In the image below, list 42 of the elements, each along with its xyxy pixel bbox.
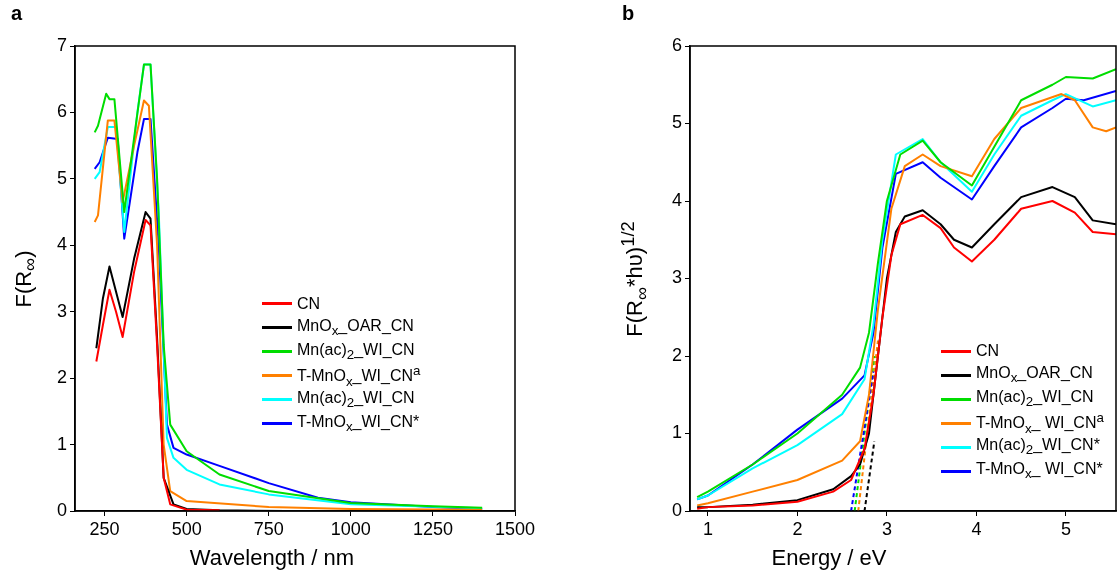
x-tick-label: 1500 xyxy=(494,518,536,539)
y-tick-label: 6 xyxy=(56,101,67,122)
legend-label: Mn(ac)$_{2}$_WI_CN xyxy=(976,388,1094,410)
legend-label: T-MnO$_{x}$_ WI_CN* xyxy=(976,460,1103,482)
x-tick-label: 3 xyxy=(881,518,892,539)
legend-label: T-MnO$_{x}$_WI_CN$^{a}$ xyxy=(297,362,421,389)
y-tick-label: 3 xyxy=(56,300,67,321)
chart-title: b xyxy=(622,2,635,25)
x-tick-label: 500 xyxy=(171,518,202,539)
legend-label: MnO$_{x}$_OAR_CN xyxy=(297,316,414,339)
y-tick-label: 2 xyxy=(56,367,67,388)
x-tick-label: 1250 xyxy=(412,518,453,539)
x-tick-label: 2 xyxy=(792,518,803,539)
y-tick-label: 4 xyxy=(56,234,67,255)
legend-label: CN xyxy=(976,342,1000,360)
x-axis-title: Energy / eV xyxy=(771,545,887,571)
y-tick-label: 0 xyxy=(56,499,67,520)
y-tick-label: 2 xyxy=(671,344,682,365)
y-tick-label: 4 xyxy=(671,189,682,210)
y-tick-label: 5 xyxy=(671,112,682,133)
y-tick-label: 5 xyxy=(56,167,67,188)
legend-label: CN xyxy=(297,294,321,313)
chart-title: a xyxy=(11,2,23,25)
legend-label: Mn(ac)$_{2}$_WI_CN xyxy=(297,340,415,363)
legend-label: T-MnO$_{x}$_WI_CN* xyxy=(297,412,420,435)
y-tick-label: 7 xyxy=(56,34,67,55)
x-tick-label: 1000 xyxy=(330,518,371,539)
x-tick-label: 250 xyxy=(89,518,120,539)
legend-label: Mn(ac)$_{2}$_WI_CN* xyxy=(976,436,1100,458)
x-tick-label: 750 xyxy=(253,518,284,539)
y-tick-label: 1 xyxy=(671,422,682,443)
y-tick-label: 6 xyxy=(671,34,682,55)
legend-label: MnO$_{x}$_OAR_CN xyxy=(976,364,1093,386)
y-tick-label: 0 xyxy=(671,499,682,520)
legend-label: Mn(ac)$_{2}$_WI_CN xyxy=(297,388,415,411)
y-tick-label: 3 xyxy=(671,267,682,288)
x-tick-label: 5 xyxy=(1060,518,1071,539)
legend-label: T-MnO$_{x}$_ WI_CN$^{a}$ xyxy=(976,410,1104,436)
x-tick-label: 1 xyxy=(702,518,713,539)
x-axis-title: Wavelength / nm xyxy=(189,545,355,571)
y-tick-label: 1 xyxy=(56,433,67,454)
x-tick-label: 4 xyxy=(971,518,982,539)
